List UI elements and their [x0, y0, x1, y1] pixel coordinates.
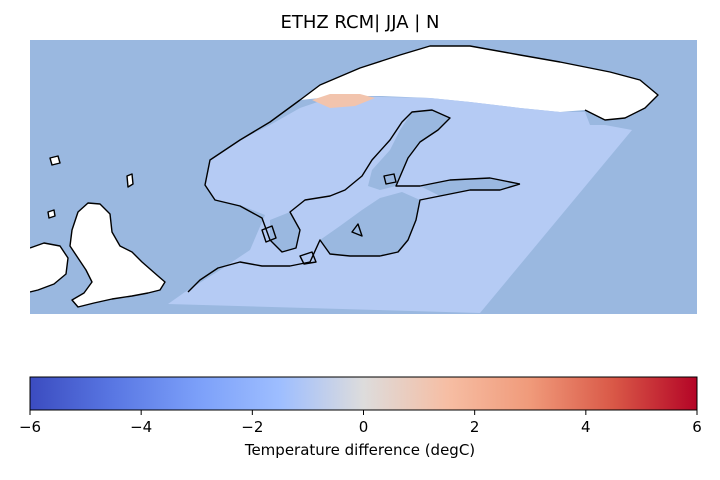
land-islands — [48, 156, 133, 218]
land-outside-domain-north — [300, 46, 658, 120]
gulf-of-bothnia — [368, 110, 450, 190]
colorbar-tick-label: −2 — [241, 418, 264, 436]
colorbar-tick-label: 4 — [581, 418, 591, 436]
colorbar-tick-label: 2 — [469, 418, 480, 436]
warm-anomaly-area — [312, 94, 375, 108]
kattegat — [270, 212, 300, 252]
gulf-of-finland — [420, 178, 520, 196]
colorbar-label: Temperature difference (degC) — [244, 441, 476, 459]
colorbar-tick-label: 6 — [692, 418, 702, 436]
colorbar — [29, 376, 698, 411]
colorbar-tick-label: −4 — [130, 418, 153, 436]
north-sea-in-domain — [176, 200, 262, 292]
colorbar-tick-label: 0 — [358, 418, 369, 436]
coastlines — [30, 45, 659, 308]
land-great-britain — [70, 203, 165, 307]
baltic-sea — [320, 192, 420, 256]
map-title: ETHZ RCM| JJA | N — [280, 12, 440, 33]
colorbar-ticks — [29, 410, 698, 415]
colorbar-tick-label: −6 — [18, 418, 42, 436]
